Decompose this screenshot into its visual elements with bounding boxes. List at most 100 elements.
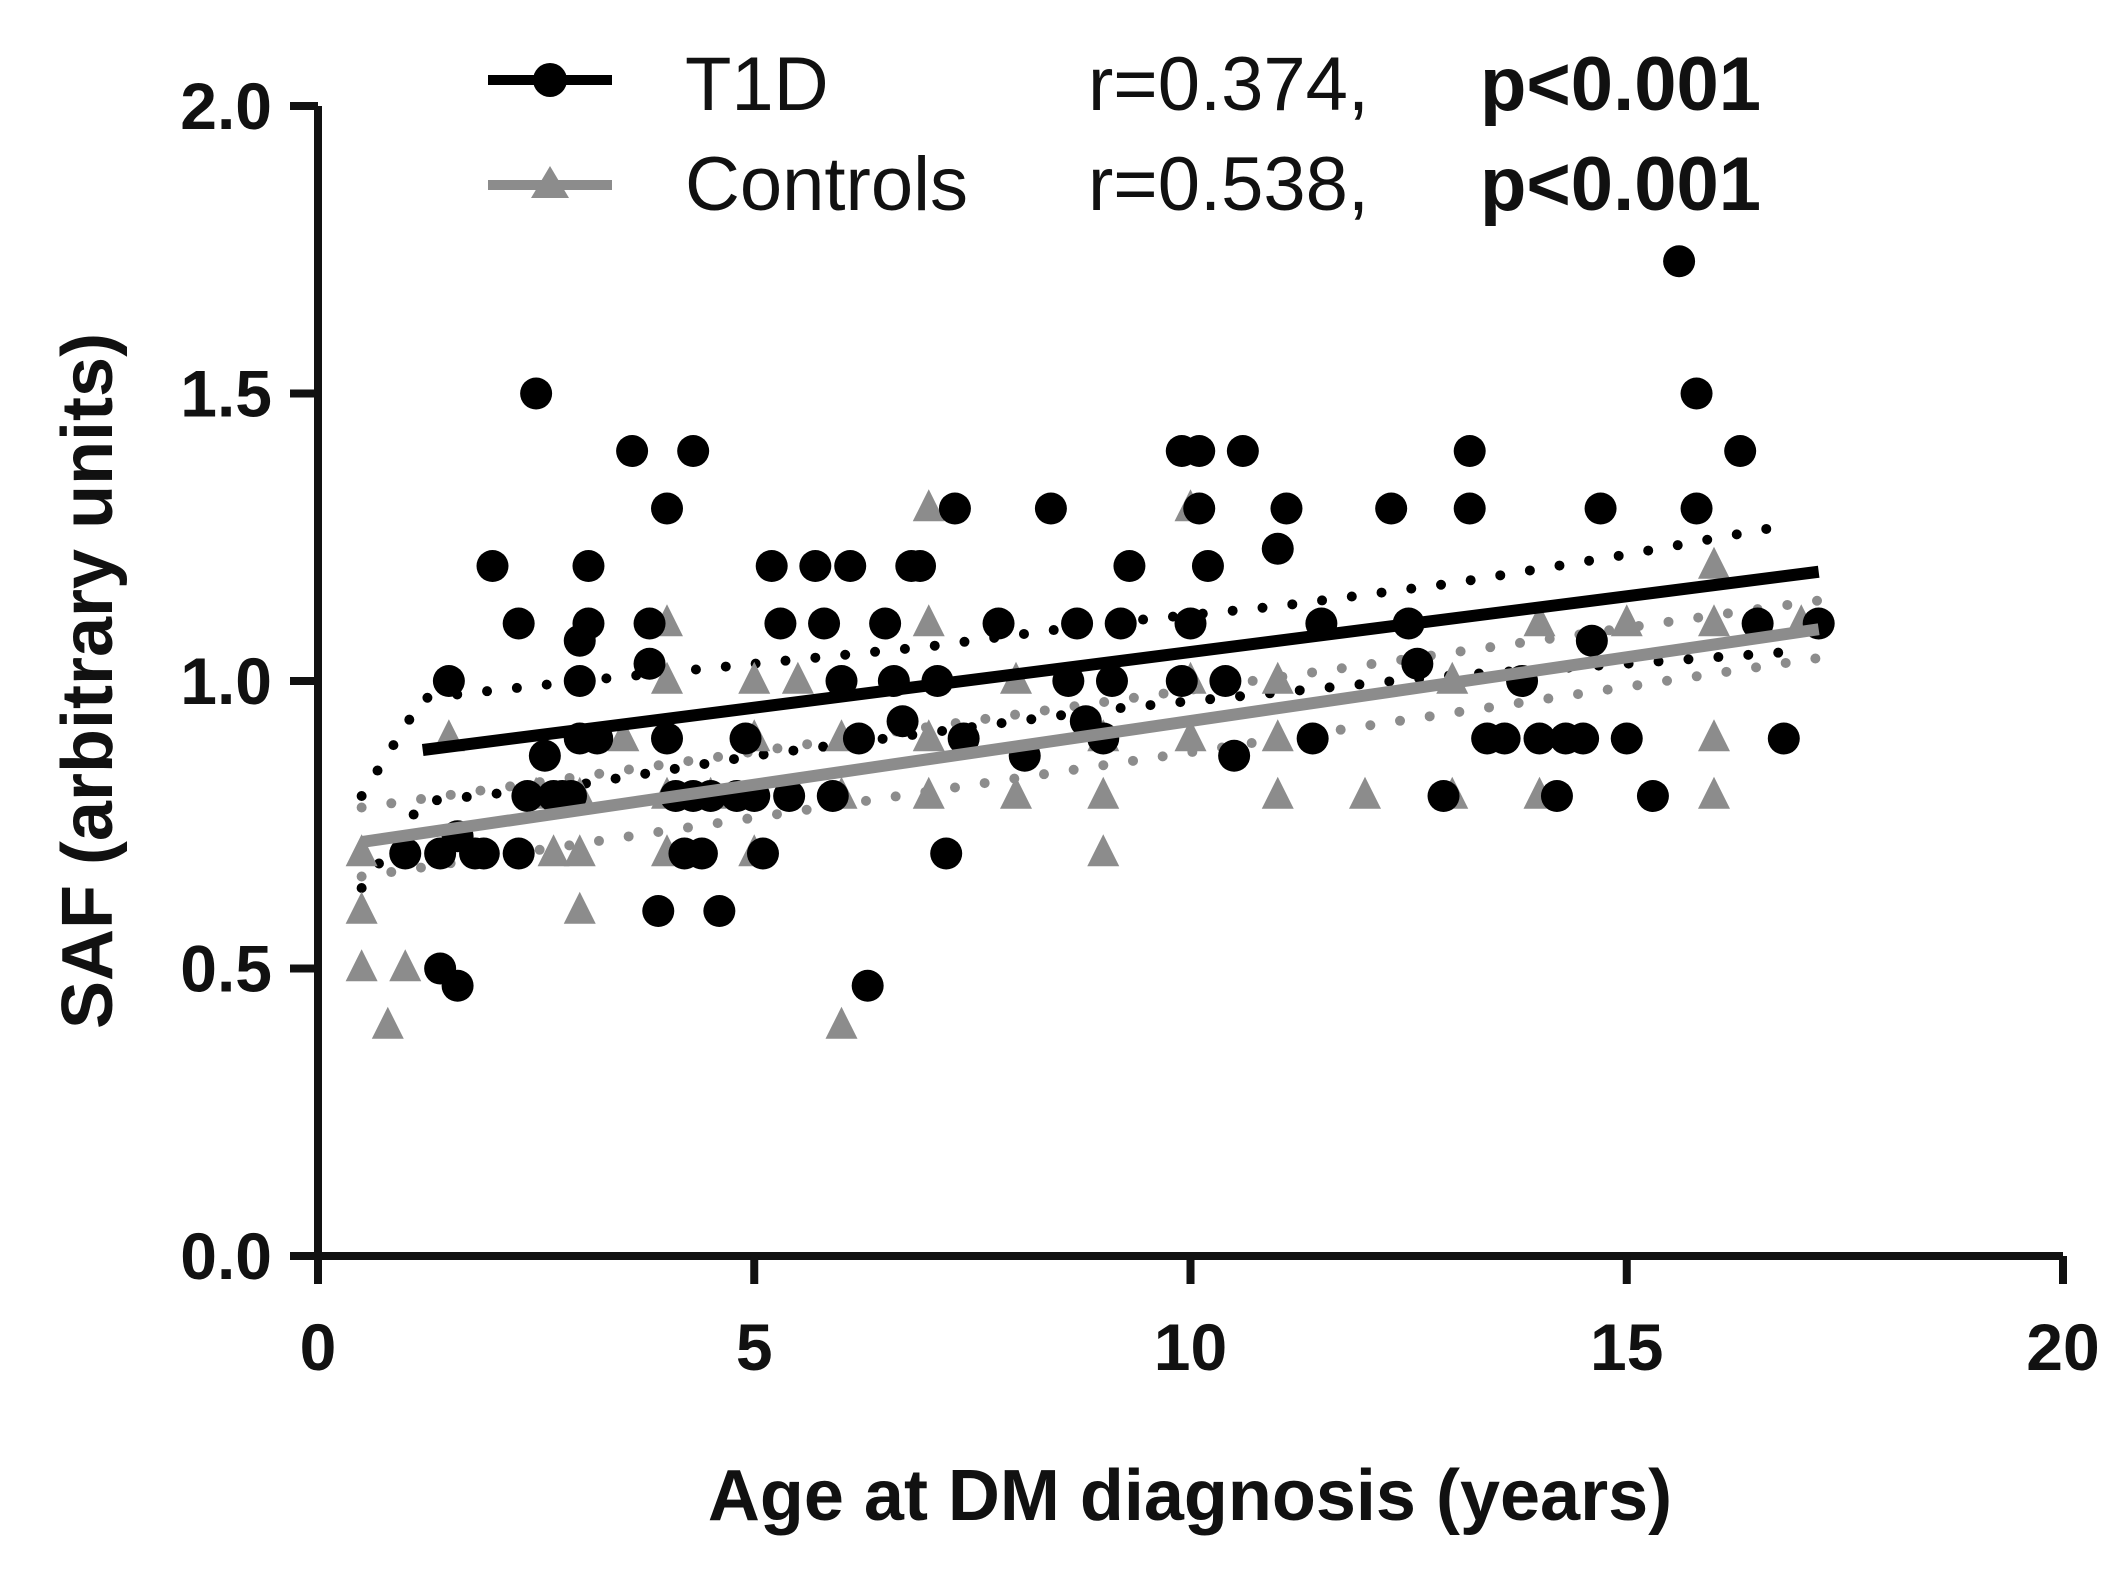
- control-point: [1698, 604, 1730, 637]
- t1d-point: [528, 739, 561, 772]
- t1d-point: [729, 722, 762, 755]
- t1d-point: [572, 550, 605, 582]
- control-point: [1174, 719, 1207, 752]
- control-point: [345, 949, 378, 982]
- t1d-point: [825, 665, 858, 697]
- t1d-point: [1680, 377, 1713, 410]
- t1d-point: [1540, 780, 1573, 812]
- y-tick-label: 1.5: [180, 357, 272, 431]
- t1d-point: [1191, 550, 1224, 582]
- control-point: [371, 1006, 404, 1039]
- control-point: [1087, 834, 1120, 867]
- control-point: [1261, 776, 1294, 809]
- t1d-point: [1261, 532, 1294, 565]
- controls-regression-line: [360, 623, 1820, 848]
- t1d-point: [1165, 665, 1198, 697]
- legend-label-t1d: T1D: [685, 42, 829, 127]
- t1d-point: [799, 550, 832, 582]
- control-point: [563, 891, 596, 924]
- t1d-point: [633, 607, 666, 640]
- t1d-point: [1104, 607, 1137, 640]
- t1d-point: [1218, 739, 1251, 772]
- control-point: [738, 661, 771, 694]
- t1d-point: [572, 607, 605, 640]
- t1d-point: [1575, 624, 1608, 657]
- t1d-point: [1095, 665, 1128, 697]
- control-point: [1610, 604, 1643, 637]
- t1d-point: [703, 895, 736, 927]
- t1d-point: [563, 665, 596, 697]
- y-tick-label: 1.0: [180, 644, 272, 718]
- t1d-point: [938, 492, 971, 525]
- t1d-point: [930, 837, 963, 870]
- control-point: [912, 719, 945, 752]
- t1d-point: [1209, 665, 1242, 697]
- control-point: [345, 834, 378, 867]
- control-point: [1698, 546, 1730, 579]
- t1d-point: [502, 607, 535, 640]
- control-point: [1087, 776, 1120, 809]
- y-axis-title: SAF (arbitrary units): [48, 333, 128, 1029]
- x-tick-label: 20: [2026, 1310, 2099, 1384]
- t1d-point: [746, 837, 779, 870]
- control-point: [912, 776, 945, 809]
- control-point: [537, 834, 570, 867]
- t1d-point: [1488, 722, 1521, 755]
- t1d-point: [816, 780, 849, 812]
- t1d-point: [677, 435, 710, 467]
- t1d-point: [773, 780, 806, 812]
- legend-item-controls: Controls r=0.538, p<0.001: [488, 142, 1761, 227]
- t1d-point: [651, 492, 683, 525]
- t1d-point: [1610, 722, 1643, 755]
- t1d-point: [502, 837, 535, 870]
- t1d-point: [904, 550, 937, 582]
- t1d-point: [1296, 722, 1329, 755]
- t1d-point: [834, 550, 867, 582]
- t1d-point: [467, 837, 500, 870]
- t1d-point: [511, 780, 544, 812]
- x-tick-label: 15: [1590, 1310, 1663, 1384]
- t1d-point: [1270, 492, 1303, 525]
- t1d-point: [1174, 607, 1207, 640]
- t1d-point: [1584, 492, 1617, 525]
- x-axis-title: Age at DM diagnosis (years): [708, 1456, 1672, 1536]
- t1d-point: [633, 647, 666, 680]
- legend-p-t1d: p<0.001: [1480, 42, 1761, 127]
- t1d-point: [1034, 492, 1067, 525]
- t1d-point: [555, 780, 588, 812]
- t1d-point: [441, 969, 474, 1002]
- legend-marker-controls: [531, 166, 569, 198]
- t1d-point: [808, 607, 841, 640]
- t1d-point: [1453, 435, 1486, 467]
- y-tick-label: 0.0: [180, 1219, 272, 1293]
- control-point: [1261, 719, 1294, 752]
- t1d-point: [947, 722, 980, 755]
- control-point: [1000, 776, 1032, 809]
- t1d-point: [476, 550, 509, 582]
- t1d-point: [764, 607, 797, 640]
- t1d-point: [1427, 780, 1460, 812]
- t1d-point: [1663, 245, 1696, 278]
- x-tick-label: 5: [736, 1310, 773, 1384]
- t1d-regression-line: [421, 565, 1820, 756]
- t1d-point: [1767, 722, 1800, 755]
- legend-r-controls: r=0.538,: [1088, 142, 1369, 227]
- control-point: [607, 719, 640, 752]
- t1d-point: [1401, 647, 1434, 680]
- control-point: [1698, 776, 1730, 809]
- control-point: [1698, 719, 1730, 752]
- control-point: [912, 604, 945, 637]
- t1d-point: [642, 895, 675, 927]
- t1d-point: [616, 435, 649, 467]
- control-point: [345, 891, 378, 924]
- control-point: [389, 949, 422, 982]
- y-ticks: 0.0 0.5 1.0 1.5 2.0: [180, 69, 318, 1293]
- y-tick-label: 0.5: [180, 932, 272, 1006]
- t1d-point: [685, 837, 718, 870]
- t1d-point: [1183, 435, 1216, 467]
- t1d-point: [755, 550, 788, 582]
- x-tick-label: 0: [300, 1310, 337, 1384]
- t1d-point: [886, 705, 919, 738]
